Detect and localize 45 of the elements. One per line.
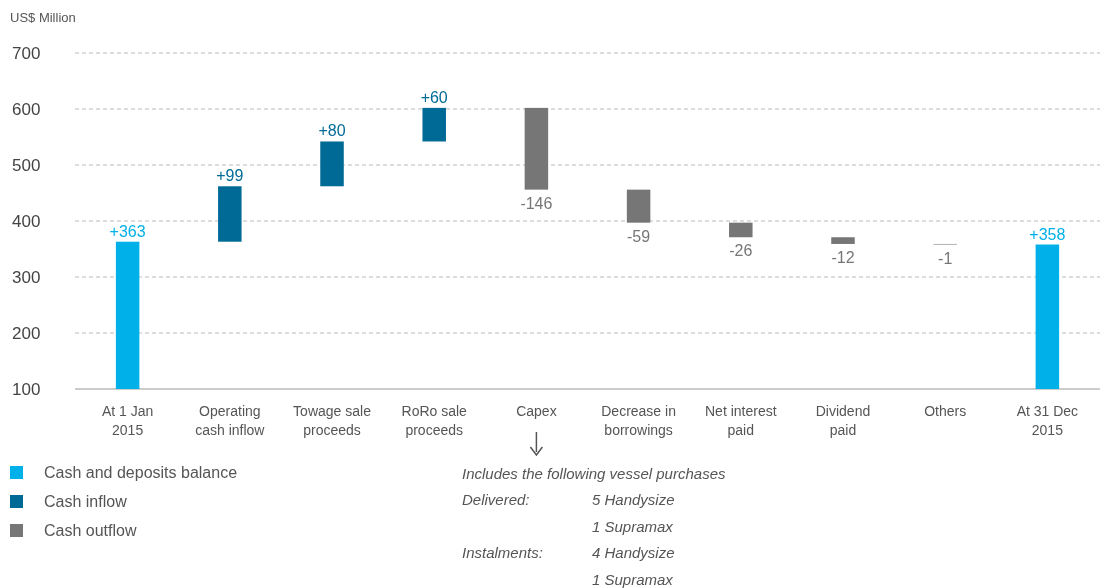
legend-label: Cash inflow: [44, 493, 128, 510]
text: -146: [520, 194, 553, 212]
x-tick-label: Decrease in borrowings: [601, 403, 676, 438]
bar: [218, 186, 242, 242]
y-axis-title: US$ Million: [10, 10, 76, 25]
x-tick-label: Towage sale proceeds: [293, 403, 372, 438]
y-tick-label: 600: [12, 100, 41, 119]
text: +358: [1029, 225, 1066, 243]
y-tick-label: 500: [12, 156, 41, 175]
text: Delivered:: [462, 491, 530, 508]
text: 5 Handysize: [592, 491, 675, 508]
text: +60: [420, 88, 448, 106]
text: +363: [109, 222, 146, 240]
text: -26: [729, 242, 753, 260]
text: Includes the following vessel purchases: [462, 465, 726, 482]
x-tick-label: Net interest paid: [704, 403, 777, 438]
bar: [524, 107, 549, 190]
bar: [422, 107, 446, 142]
text: -59: [627, 227, 651, 245]
x-tick-label: Capex: [516, 403, 557, 419]
y-tick-label: 700: [12, 44, 41, 63]
bar: [626, 189, 651, 223]
text: -12: [831, 248, 855, 266]
bar: [831, 237, 855, 244]
text: 1 Supramax: [592, 571, 674, 588]
text: -1: [938, 249, 953, 267]
x-tick-label: Dividend paid: [815, 403, 871, 438]
bar: [320, 141, 344, 187]
legend-label: Cash outflow: [44, 522, 137, 539]
text: 4 Handysize: [592, 544, 675, 561]
x-tick-label: At 31 Dec 2015: [1016, 403, 1079, 438]
x-tick-label: Operating cash inflow: [195, 403, 266, 438]
x-tick-label: RoRo sale proceeds: [401, 403, 468, 438]
text: +80: [318, 122, 346, 140]
y-tick-label: 100: [12, 380, 41, 399]
legend-label: Cash and deposits balance: [44, 464, 238, 481]
x-tick-label: Others: [924, 403, 967, 419]
text: Instalments:: [462, 544, 543, 561]
text: +99: [216, 167, 244, 185]
y-tick-label: 400: [12, 212, 41, 231]
y-tick-label: 200: [12, 324, 41, 343]
bar: [729, 222, 753, 238]
x-tick-label: At 1 Jan 2015: [101, 403, 154, 438]
y-tick-label: 300: [12, 268, 41, 287]
text: 1 Supramax: [592, 518, 674, 535]
